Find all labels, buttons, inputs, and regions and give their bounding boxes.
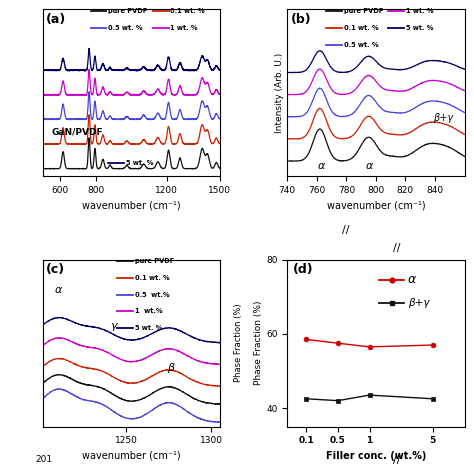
Text: //: // [342, 225, 350, 235]
Text: //: // [393, 455, 401, 465]
Text: pure PVDF: pure PVDF [108, 8, 147, 14]
Text: α: α [408, 273, 416, 286]
Text: 0.1 wt. %: 0.1 wt. % [344, 25, 379, 31]
X-axis label: wavenumber (cm⁻¹): wavenumber (cm⁻¹) [82, 201, 181, 210]
Text: //: // [393, 243, 401, 253]
Text: 0.5  wt.%: 0.5 wt.% [135, 292, 170, 298]
Text: β+γ: β+γ [433, 113, 453, 123]
Text: β+γ: β+γ [408, 298, 429, 308]
Text: 0.5 wt. %: 0.5 wt. % [108, 25, 143, 31]
Text: pure PVDF: pure PVDF [344, 8, 383, 14]
Y-axis label: Intensity (Arb. U.): Intensity (Arb. U.) [275, 53, 284, 133]
Text: 201: 201 [36, 455, 53, 464]
Text: α: α [365, 161, 373, 171]
Text: 1  wt.%: 1 wt.% [135, 309, 163, 314]
Text: (b): (b) [291, 13, 311, 26]
Text: (d): (d) [292, 263, 313, 276]
Text: 0.1 wt. %: 0.1 wt. % [170, 8, 205, 14]
Text: pure PVDF: pure PVDF [135, 258, 174, 264]
X-axis label: Filler conc. (wt.%): Filler conc. (wt.%) [326, 451, 426, 461]
Text: 5 wt. %: 5 wt. % [406, 25, 434, 31]
Text: 5 wt. %: 5 wt. % [135, 325, 162, 331]
X-axis label: wavenumber (cm⁻¹): wavenumber (cm⁻¹) [327, 201, 425, 210]
Text: γ: γ [110, 321, 117, 331]
Text: 1 wt. %: 1 wt. % [170, 25, 198, 31]
Text: Phase Fraction (%): Phase Fraction (%) [234, 304, 243, 383]
Text: 0.5 wt. %: 0.5 wt. % [344, 42, 379, 47]
Text: α: α [318, 161, 325, 171]
X-axis label: wavenumber (cm⁻¹): wavenumber (cm⁻¹) [82, 451, 181, 461]
Text: 5 wt. %: 5 wt. % [126, 160, 154, 166]
Text: 1 wt. %: 1 wt. % [406, 8, 434, 14]
Text: β: β [167, 363, 174, 373]
Text: (a): (a) [46, 13, 66, 26]
Text: GaN/PVDF: GaN/PVDF [52, 128, 103, 137]
Text: α: α [55, 285, 63, 295]
Text: 0.1 wt. %: 0.1 wt. % [135, 275, 170, 281]
Text: (c): (c) [46, 263, 65, 276]
Y-axis label: Phase Fraction (%): Phase Fraction (%) [254, 301, 263, 385]
